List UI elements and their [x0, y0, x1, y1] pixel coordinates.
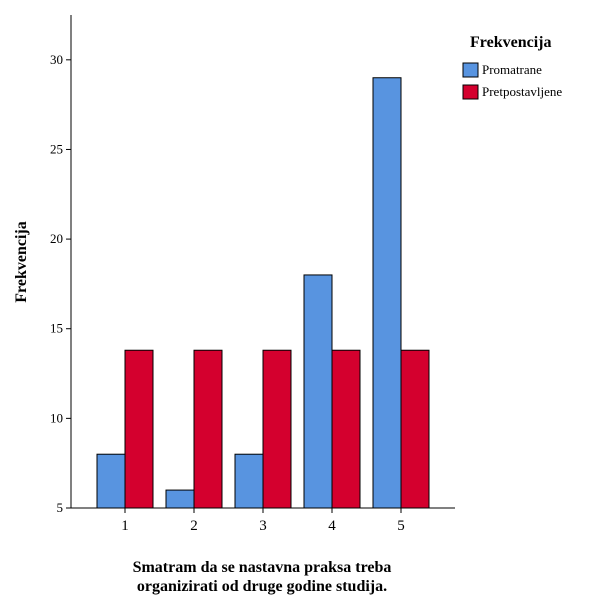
bar-pretpostavljene-1 — [124, 349, 154, 509]
y-tick-label: 25 — [50, 141, 63, 156]
x-tick-label: 4 — [328, 518, 336, 534]
bar-promatrane-5 — [372, 77, 402, 509]
y-tick-label: 30 — [50, 52, 63, 67]
x-axis-title-line-1: Smatram da se nastavna praksa treba — [133, 559, 392, 576]
bar-promatrane-2 — [165, 489, 195, 509]
y-tick-label: 5 — [57, 500, 64, 515]
legend-swatch-pretpostavljene — [462, 84, 479, 100]
y-tick-label: 15 — [50, 321, 63, 336]
x-tick-label: 5 — [397, 518, 405, 534]
bar-promatrane-3 — [234, 453, 264, 509]
x-axis-title-line-2: organizirati od druge godine studija. — [137, 578, 387, 595]
x-axis-ticks: 1 2 3 4 5 — [121, 508, 405, 534]
legend-label-promatrane: Promatrane — [482, 62, 542, 77]
y-axis-title: Frekvencija — [13, 221, 30, 302]
legend-swatch-promatrane — [462, 62, 479, 78]
legend-label-pretpostavljene: Pretpostavljene — [482, 84, 562, 99]
chart-bars — [96, 77, 430, 509]
y-axis-ticks: 5 10 15 20 25 30 — [50, 52, 71, 515]
bar-promatrane-1 — [96, 453, 126, 509]
y-tick-label: 10 — [50, 410, 63, 425]
y-tick-label: 20 — [50, 231, 63, 246]
bar-pretpostavljene-4 — [331, 349, 361, 509]
x-tick-label: 1 — [121, 518, 129, 534]
bar-promatrane-4 — [303, 274, 333, 509]
bar-pretpostavljene-5 — [400, 349, 430, 509]
bar-pretpostavljene-2 — [193, 349, 223, 509]
x-tick-label: 2 — [190, 518, 198, 534]
legend-title: Frekvencija — [470, 34, 551, 51]
bar-pretpostavljene-3 — [262, 349, 292, 509]
x-tick-label: 3 — [259, 518, 267, 534]
legend: Frekvencija Promatrane Pretpostavljene — [462, 34, 562, 100]
